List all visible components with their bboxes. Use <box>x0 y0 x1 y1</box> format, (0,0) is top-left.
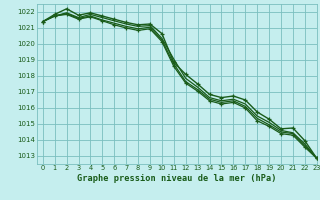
X-axis label: Graphe pression niveau de la mer (hPa): Graphe pression niveau de la mer (hPa) <box>77 174 276 183</box>
